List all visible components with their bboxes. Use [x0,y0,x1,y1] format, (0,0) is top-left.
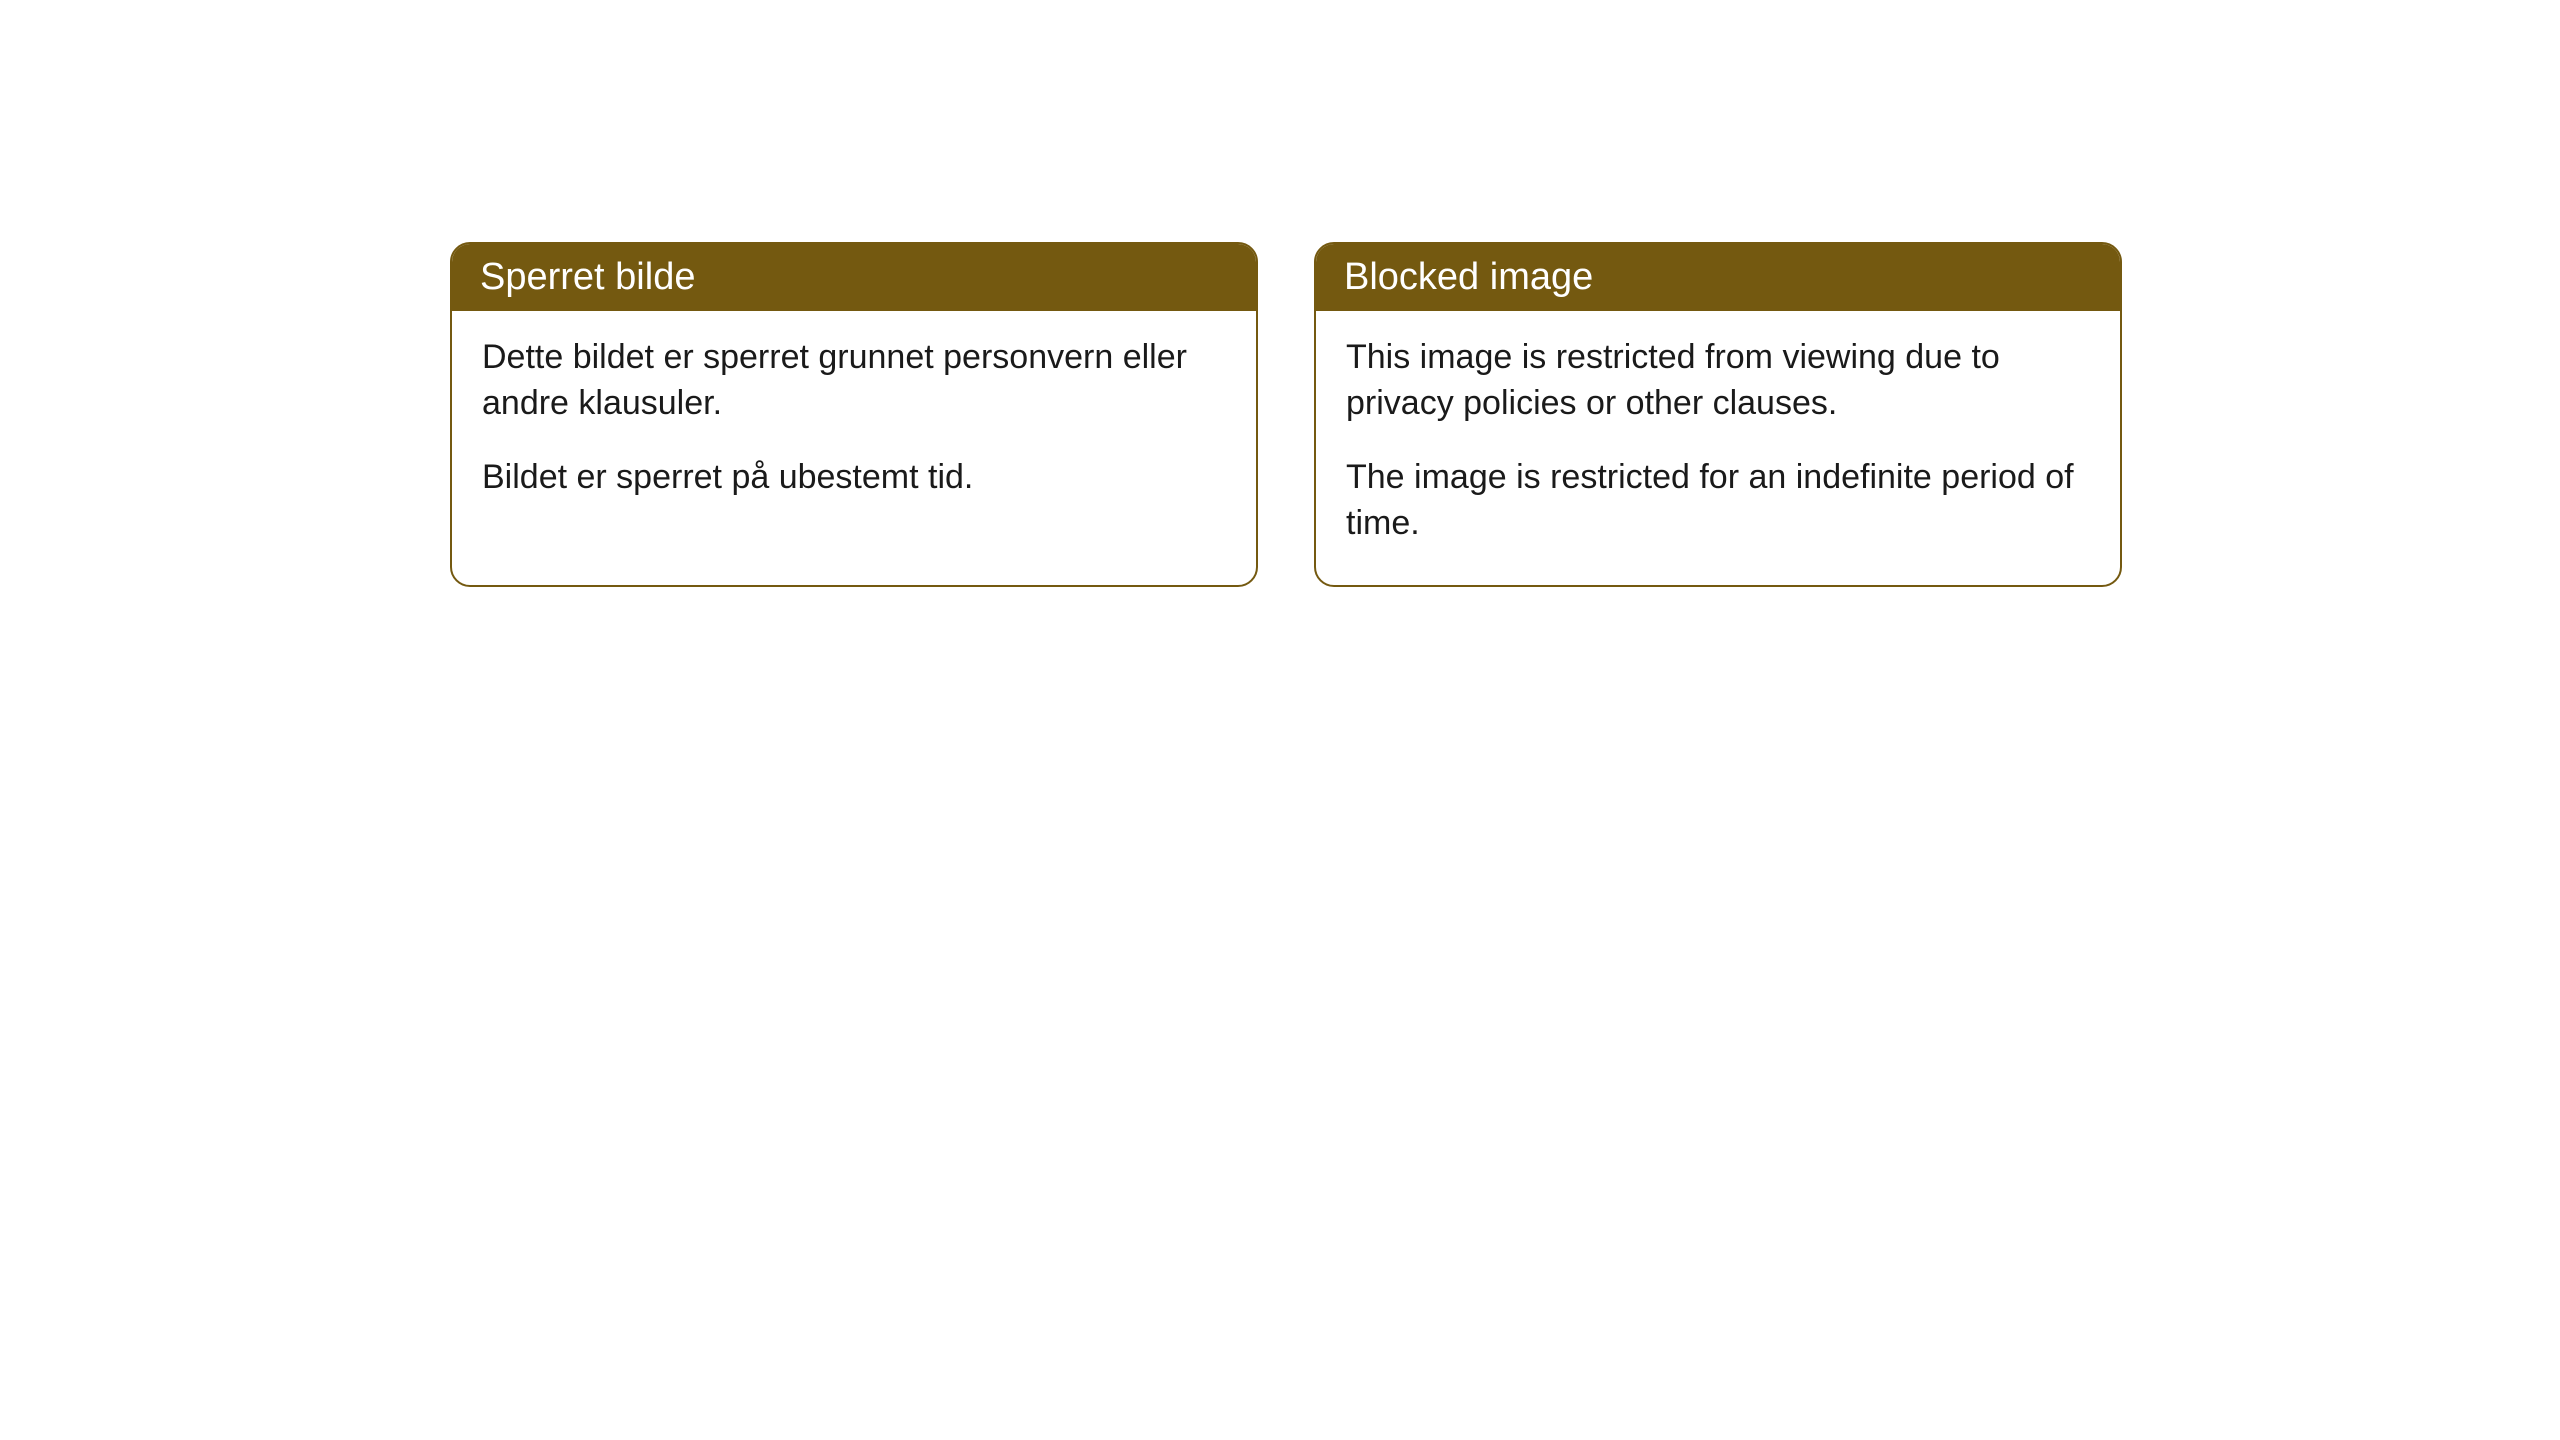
blocked-image-card-english: Blocked image This image is restricted f… [1314,242,2122,587]
card-body: Dette bildet er sperret grunnet personve… [452,311,1256,539]
card-header: Sperret bilde [452,244,1256,311]
card-paragraph: Bildet er sperret på ubestemt tid. [482,455,1226,501]
card-title: Sperret bilde [480,256,695,298]
notice-cards-container: Sperret bilde Dette bildet er sperret gr… [450,242,2560,587]
card-paragraph: The image is restricted for an indefinit… [1346,455,2090,547]
card-body: This image is restricted from viewing du… [1316,311,2120,585]
card-title: Blocked image [1344,256,1593,298]
card-paragraph: Dette bildet er sperret grunnet personve… [482,335,1226,427]
blocked-image-card-norwegian: Sperret bilde Dette bildet er sperret gr… [450,242,1258,587]
card-header: Blocked image [1316,244,2120,311]
card-paragraph: This image is restricted from viewing du… [1346,335,2090,427]
